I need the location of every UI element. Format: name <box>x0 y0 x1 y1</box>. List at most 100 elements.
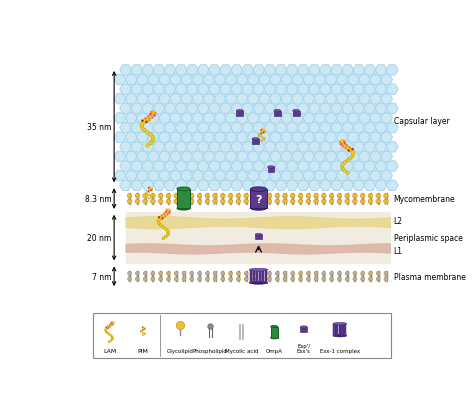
Circle shape <box>163 213 165 215</box>
Circle shape <box>143 200 147 204</box>
Circle shape <box>368 272 373 276</box>
Circle shape <box>340 141 344 144</box>
Ellipse shape <box>252 139 259 141</box>
Circle shape <box>158 217 160 219</box>
Circle shape <box>261 130 263 132</box>
Text: 20 nm: 20 nm <box>87 234 111 243</box>
Text: PIM: PIM <box>137 348 148 353</box>
Circle shape <box>198 277 201 281</box>
Ellipse shape <box>249 269 268 271</box>
Circle shape <box>112 324 114 325</box>
Circle shape <box>161 215 163 217</box>
Circle shape <box>267 200 272 204</box>
Circle shape <box>174 200 179 204</box>
Circle shape <box>353 277 357 281</box>
Circle shape <box>106 327 109 329</box>
Circle shape <box>151 190 153 192</box>
Circle shape <box>151 194 155 198</box>
Circle shape <box>127 200 132 204</box>
Circle shape <box>314 200 319 204</box>
Bar <box>252 139 259 145</box>
Circle shape <box>182 277 186 281</box>
Ellipse shape <box>333 335 346 337</box>
Circle shape <box>128 277 132 281</box>
Ellipse shape <box>250 206 267 211</box>
Circle shape <box>221 272 225 276</box>
Circle shape <box>166 234 169 237</box>
Circle shape <box>169 210 171 212</box>
Bar <box>253 270 255 283</box>
Circle shape <box>237 272 240 276</box>
Circle shape <box>263 139 265 141</box>
Circle shape <box>174 272 178 276</box>
Circle shape <box>349 149 352 152</box>
Circle shape <box>197 194 202 198</box>
Circle shape <box>111 325 113 326</box>
Circle shape <box>341 163 345 167</box>
Circle shape <box>341 167 345 171</box>
Bar <box>237 111 243 117</box>
Circle shape <box>322 272 326 276</box>
Circle shape <box>143 326 144 327</box>
Text: 35 nm: 35 nm <box>87 123 111 132</box>
Circle shape <box>166 272 171 276</box>
Circle shape <box>368 200 373 204</box>
Circle shape <box>353 200 357 204</box>
Circle shape <box>261 140 263 142</box>
Bar <box>268 168 274 173</box>
Circle shape <box>109 326 111 328</box>
Circle shape <box>143 329 144 330</box>
Circle shape <box>143 129 146 132</box>
Circle shape <box>220 194 225 198</box>
Circle shape <box>384 272 388 276</box>
Circle shape <box>340 144 342 146</box>
Circle shape <box>146 193 148 195</box>
Circle shape <box>258 134 260 136</box>
Circle shape <box>110 322 112 323</box>
Circle shape <box>259 200 264 204</box>
Circle shape <box>237 277 240 281</box>
Circle shape <box>149 133 152 137</box>
Circle shape <box>306 194 310 198</box>
Bar <box>250 190 267 209</box>
Circle shape <box>329 272 334 276</box>
Circle shape <box>213 277 217 281</box>
Bar <box>271 327 278 338</box>
Bar <box>333 324 336 336</box>
Circle shape <box>368 194 373 198</box>
Circle shape <box>152 111 155 115</box>
Circle shape <box>351 155 354 158</box>
Circle shape <box>164 216 166 218</box>
Circle shape <box>236 200 241 204</box>
Circle shape <box>275 272 279 276</box>
Circle shape <box>166 230 169 233</box>
Text: ?: ? <box>255 194 262 204</box>
Circle shape <box>151 196 153 199</box>
Circle shape <box>166 214 169 216</box>
Circle shape <box>142 330 143 331</box>
Text: OmpA: OmpA <box>266 348 283 353</box>
Bar <box>259 270 261 283</box>
Circle shape <box>143 272 147 276</box>
Circle shape <box>343 170 346 173</box>
Circle shape <box>107 326 109 327</box>
Circle shape <box>383 200 388 204</box>
Circle shape <box>149 116 152 119</box>
Circle shape <box>151 277 155 281</box>
Bar <box>301 327 307 333</box>
Circle shape <box>111 336 113 338</box>
Bar <box>262 270 264 283</box>
Circle shape <box>158 200 163 204</box>
Circle shape <box>213 200 218 204</box>
Circle shape <box>298 194 303 198</box>
Circle shape <box>135 272 139 276</box>
Circle shape <box>346 145 348 147</box>
Circle shape <box>150 190 152 192</box>
Circle shape <box>244 277 248 281</box>
Circle shape <box>322 277 326 281</box>
Circle shape <box>306 272 310 276</box>
Circle shape <box>263 131 265 133</box>
Circle shape <box>236 194 241 198</box>
Circle shape <box>140 331 142 333</box>
Circle shape <box>142 335 144 336</box>
